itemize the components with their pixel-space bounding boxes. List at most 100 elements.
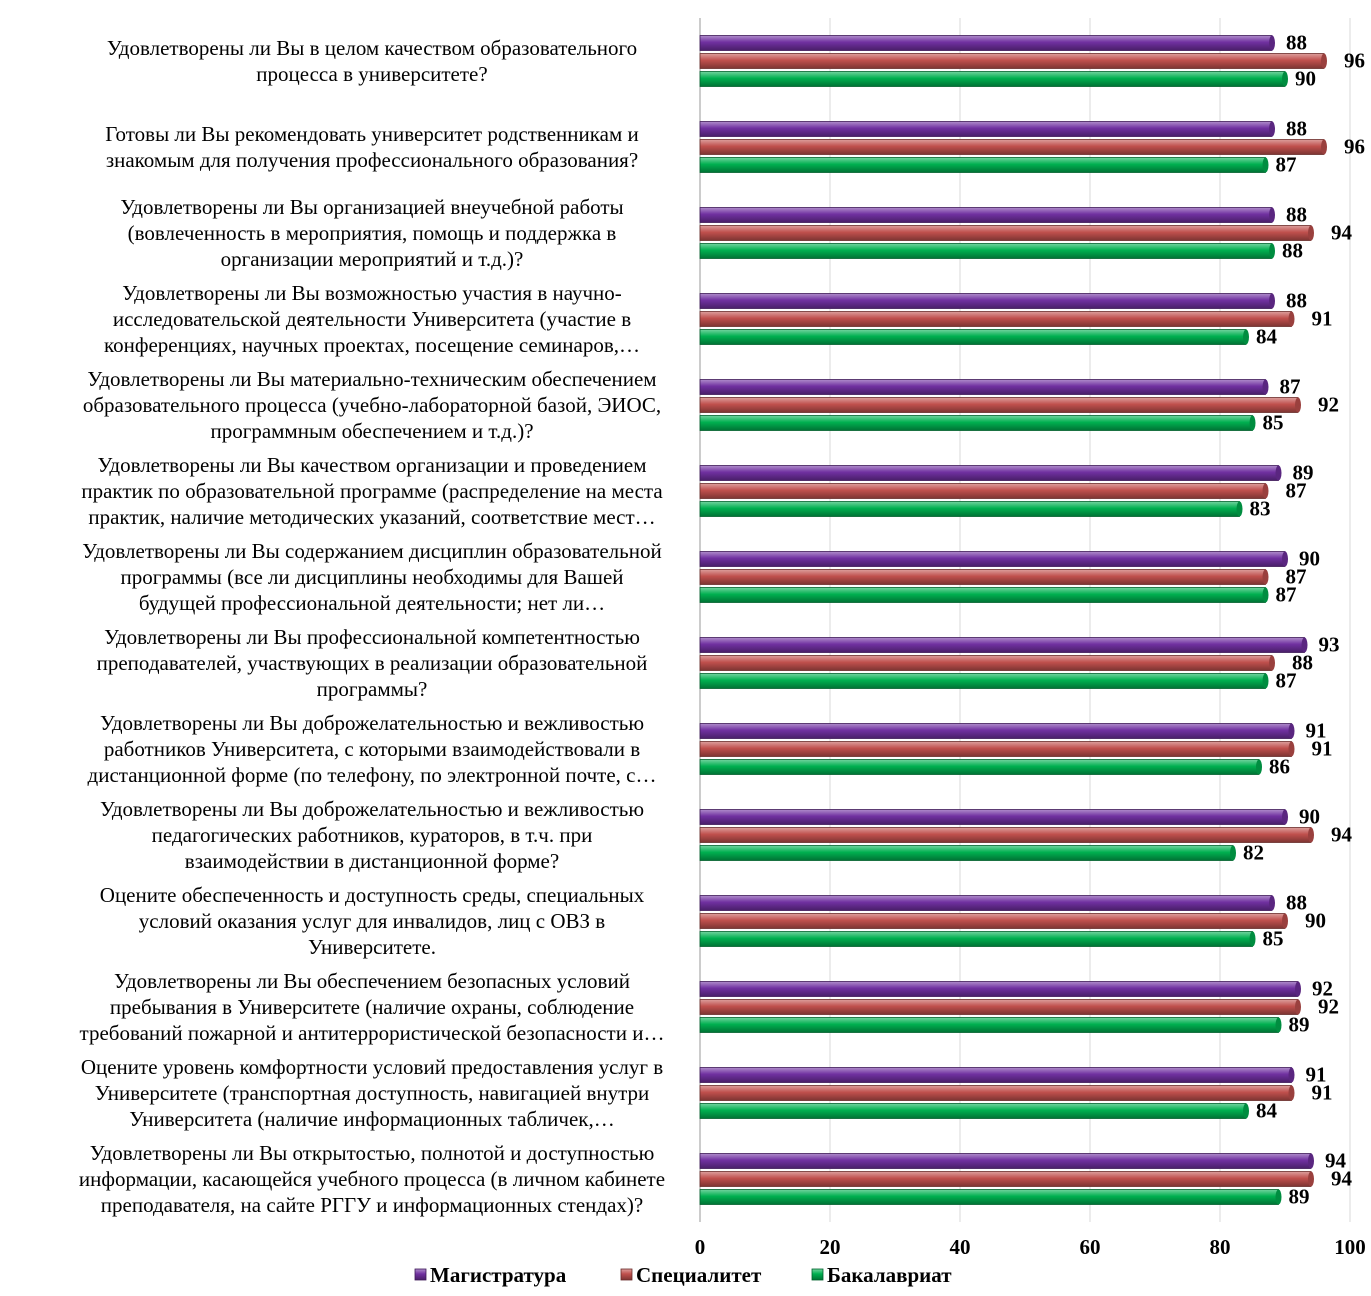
bar-Бакалавриат bbox=[699, 587, 1266, 603]
category-label-line: организации мероприятий и т.д.)? bbox=[221, 247, 524, 271]
bar-end-cap bbox=[1230, 845, 1236, 861]
bar-Специалитет bbox=[699, 397, 1299, 413]
category-label-line: педагогических работников, кураторов, в … bbox=[152, 823, 593, 847]
bar-end-cap bbox=[1288, 1067, 1295, 1083]
data-label: 89 bbox=[1293, 461, 1314, 485]
data-label: 87 bbox=[1276, 583, 1297, 607]
category-label-line: процесса в университете? bbox=[256, 62, 487, 86]
bars bbox=[699, 35, 1327, 1205]
bar-Специалитет bbox=[699, 483, 1266, 499]
bar-end-cap bbox=[1295, 981, 1301, 997]
category-label-line: Удовлетворены ли Вы доброжелательностью … bbox=[100, 711, 644, 735]
category-label: Оцените обеспеченность и доступность сре… bbox=[100, 883, 645, 959]
legend: Магистратура Специалитет Бакалавриат bbox=[414, 1263, 952, 1287]
bar-end-cap bbox=[1243, 329, 1249, 345]
bar-end-cap bbox=[1288, 311, 1295, 327]
bar-end-cap bbox=[1262, 673, 1269, 689]
category-label-line: Удовлетворены ли Вы материально-техничес… bbox=[87, 367, 656, 391]
bar-end-cap bbox=[1308, 1171, 1314, 1187]
value-labels: 8896908896878894888891848792858987839087… bbox=[1243, 31, 1365, 1209]
bar-Специалитет bbox=[699, 569, 1266, 585]
bar-end-cap bbox=[1269, 293, 1275, 309]
data-label: 86 bbox=[1269, 755, 1290, 779]
bar-end-cap bbox=[1288, 1085, 1295, 1101]
category-label-line: конференциях, научных проектах, посещени… bbox=[104, 333, 640, 357]
bar-end-cap bbox=[1249, 415, 1256, 431]
category-label: Готовы ли Вы рекомендовать университет р… bbox=[105, 122, 639, 172]
bar-end-cap bbox=[1308, 1153, 1314, 1169]
category-label: Удовлетворены ли Вы содержанием дисципли… bbox=[82, 539, 661, 615]
category-label-line: преподавателей, участвующих в реализации… bbox=[97, 651, 648, 675]
bar-Магистратура bbox=[699, 723, 1292, 739]
legend-label: Бакалавриат bbox=[827, 1263, 952, 1287]
category-label-line: Удовлетворены ли Вы возможностью участия… bbox=[122, 281, 622, 305]
bar-Специалитет bbox=[699, 311, 1292, 327]
legend-label: Специалитет bbox=[636, 1263, 762, 1287]
data-label: 84 bbox=[1256, 1099, 1278, 1123]
legend-label: Магистратура bbox=[430, 1263, 567, 1287]
legend-swatch bbox=[620, 1268, 633, 1281]
data-label: 83 bbox=[1250, 497, 1271, 521]
data-label: 90 bbox=[1305, 909, 1326, 933]
bar-Бакалавриат bbox=[699, 415, 1253, 431]
data-label: 91 bbox=[1312, 307, 1333, 331]
bar-Магистратура bbox=[699, 121, 1273, 137]
bar-Магистратура bbox=[699, 207, 1273, 223]
bar-end-cap bbox=[1288, 741, 1295, 757]
bar-end-cap bbox=[1321, 139, 1327, 155]
x-tick-label: 60 bbox=[1080, 1235, 1101, 1259]
bar-Специалитет bbox=[699, 913, 1286, 929]
bar-end-cap bbox=[1243, 1103, 1249, 1119]
data-label: 88 bbox=[1286, 203, 1307, 227]
bar-Специалитет bbox=[699, 1171, 1312, 1187]
data-label: 92 bbox=[1318, 393, 1339, 417]
bar-end-cap bbox=[1269, 35, 1275, 51]
bar-Магистратура bbox=[699, 465, 1279, 481]
category-label-line: условий оказания услуг для инвалидов, ли… bbox=[139, 909, 606, 933]
category-label-line: Университете. bbox=[308, 935, 436, 959]
data-label: 94 bbox=[1331, 823, 1353, 847]
bar-Специалитет bbox=[699, 827, 1312, 843]
data-label: 88 bbox=[1286, 117, 1307, 141]
legend-swatch bbox=[811, 1268, 824, 1281]
data-label: 91 bbox=[1306, 719, 1327, 743]
bar-Магистратура bbox=[699, 809, 1286, 825]
category-label-line: образовательного процесса (учебно-лабора… bbox=[83, 393, 661, 417]
category-label-line: дистанционной форме (по телефону, по эле… bbox=[88, 763, 657, 787]
data-label: 93 bbox=[1319, 633, 1340, 657]
category-label: Удовлетворены ли Вы открытостью, полното… bbox=[79, 1141, 665, 1217]
bar-Бакалавриат bbox=[699, 759, 1260, 775]
bar-Специалитет bbox=[699, 1085, 1292, 1101]
bar-Магистратура bbox=[699, 551, 1286, 567]
x-tick-label: 20 bbox=[820, 1235, 841, 1259]
bar-end-cap bbox=[1262, 483, 1269, 499]
bar-end-cap bbox=[1262, 569, 1269, 585]
data-label: 94 bbox=[1331, 221, 1353, 245]
bar-end-cap bbox=[1321, 53, 1327, 69]
data-label: 88 bbox=[1282, 239, 1303, 263]
category-label-line: Готовы ли Вы рекомендовать университет р… bbox=[105, 122, 639, 146]
category-label-line: Удовлетворены ли Вы обеспечением безопас… bbox=[114, 969, 630, 993]
bar-Бакалавриат bbox=[699, 931, 1253, 947]
category-label-line: программы (все ли дисциплины необходимы … bbox=[120, 565, 623, 589]
bar-end-cap bbox=[1308, 827, 1314, 843]
x-tick-label: 40 bbox=[950, 1235, 971, 1259]
data-label: 96 bbox=[1344, 135, 1365, 159]
bar-Магистратура bbox=[699, 981, 1299, 997]
category-label-line: пребывания в Университете (наличие охран… bbox=[110, 995, 634, 1019]
data-label: 84 bbox=[1256, 325, 1278, 349]
data-label: 94 bbox=[1325, 1149, 1347, 1173]
x-tick-label: 100 bbox=[1334, 1235, 1366, 1259]
bar-Специалитет bbox=[699, 139, 1325, 155]
bar-Магистратура bbox=[699, 35, 1273, 51]
data-label: 96 bbox=[1344, 49, 1365, 73]
category-label: Удовлетворены ли Вы профессиональной ком… bbox=[97, 625, 648, 701]
category-label: Удовлетворены ли Вы доброжелательностью … bbox=[88, 711, 657, 787]
bar-end-cap bbox=[1262, 157, 1269, 173]
data-label: 88 bbox=[1292, 651, 1313, 675]
category-label-line: взаимодействии в дистанционной форме? bbox=[185, 849, 559, 873]
category-label-line: Удовлетворены ли Вы открытостью, полното… bbox=[90, 1141, 655, 1165]
category-label: Оцените уровень комфортности условий пре… bbox=[81, 1055, 663, 1131]
